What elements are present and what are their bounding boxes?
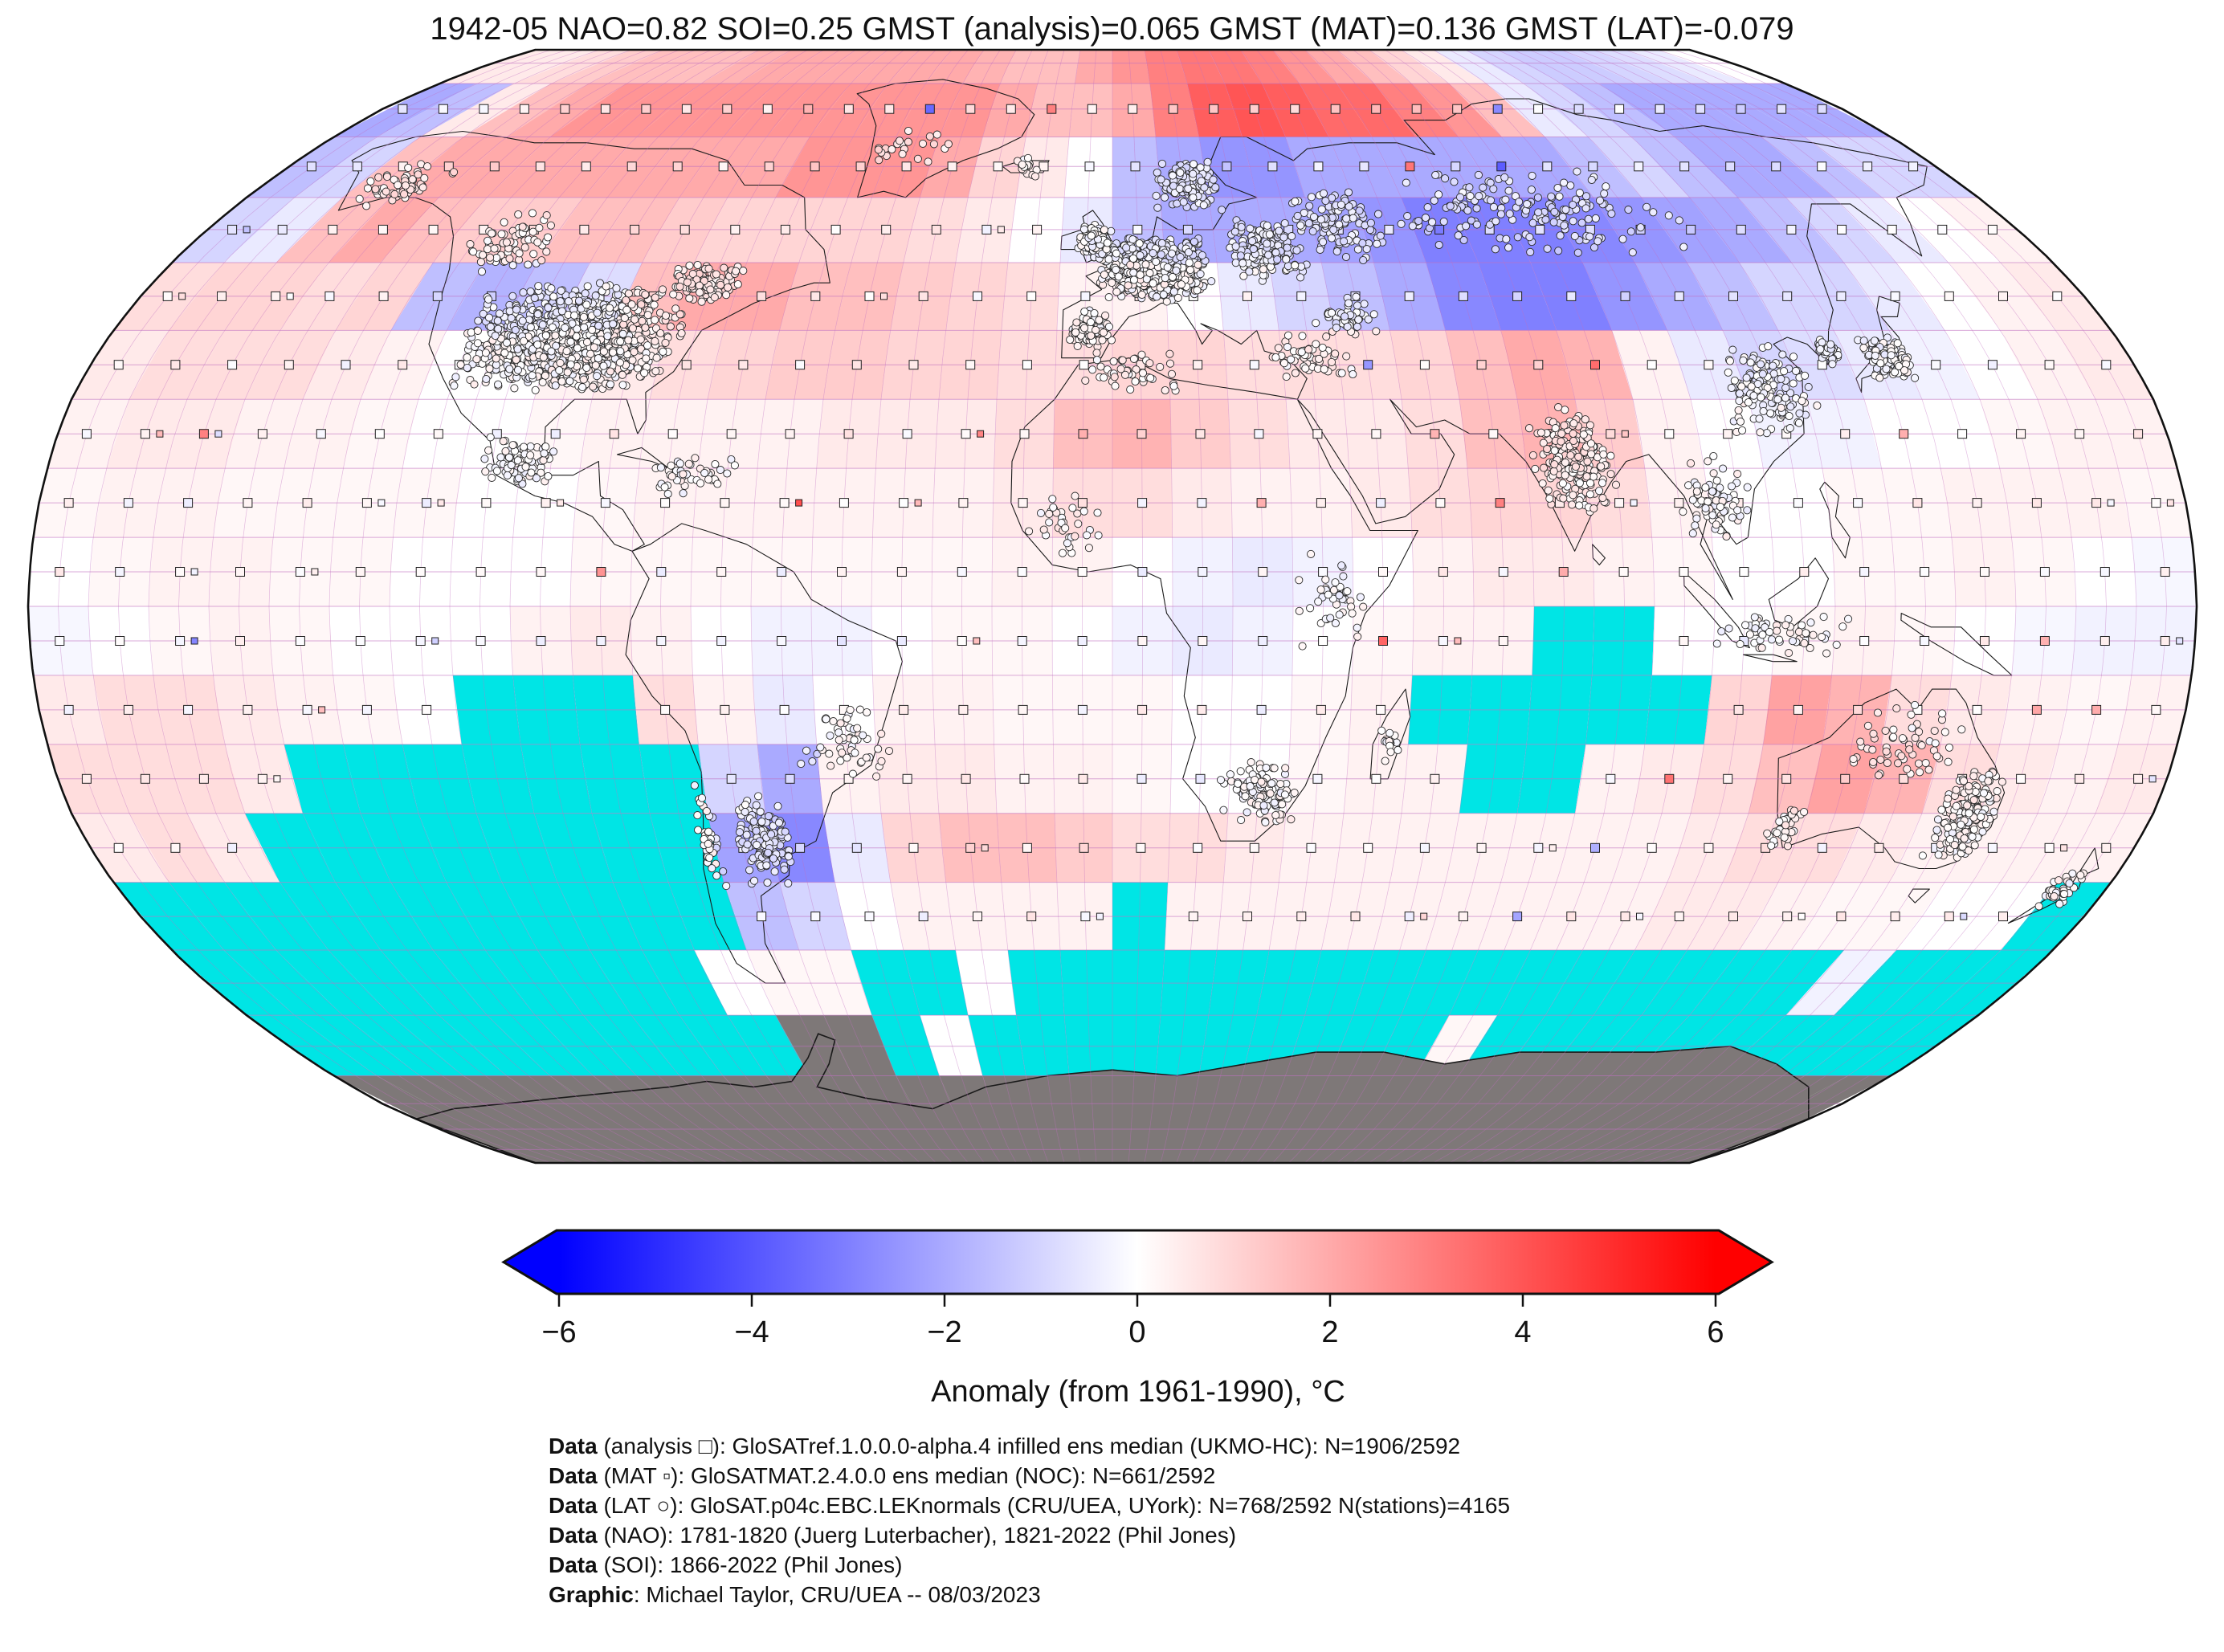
caption-text: (MAT ▫): GloSATMAT.2.4.0.0 ens median (N…	[597, 1463, 1216, 1488]
colorbar-tick-label: −6	[541, 1315, 576, 1349]
caption-prefix: Data	[549, 1493, 598, 1518]
colorbar-tick-label: −2	[927, 1315, 961, 1349]
station-circle-markers	[355, 126, 2088, 911]
caption-line-analysis: Data (analysis □): GloSATref.1.0.0.0-alp…	[549, 1431, 1510, 1461]
caption-line-lat: Data (LAT ○): GloSAT.p04c.EBC.LEKnormals…	[549, 1491, 1510, 1520]
caption-text: (LAT ○): GloSAT.p04c.EBC.LEKnormals (CRU…	[597, 1493, 1511, 1518]
caption-prefix: Data	[549, 1434, 598, 1458]
caption-line-nao: Data (NAO): 1781-1820 (Juerg Luterbacher…	[549, 1520, 1510, 1550]
colorbar-tick-label: 6	[1707, 1315, 1724, 1349]
caption-text: (analysis □): GloSATref.1.0.0.0-alpha.4 …	[597, 1434, 1461, 1458]
caption-line-soi: Data (SOI): 1866-2022 (Phil Jones)	[549, 1550, 1510, 1580]
caption-prefix: Graphic	[549, 1582, 634, 1607]
graticule	[28, 50, 2197, 1163]
colorbar-tick-label: −4	[734, 1315, 769, 1349]
caption-text: : Michael Taylor, CRU/UEA -- 08/03/2023	[633, 1582, 1041, 1607]
colorbar-label: Anomaly (from 1961-1990), °C	[931, 1375, 1345, 1409]
colorbar-tick-label: 2	[1321, 1315, 1338, 1349]
colorbar-tick-label: 0	[1128, 1315, 1145, 1349]
mat-square-markers	[156, 226, 2184, 920]
caption-text: (SOI): 1866-2022 (Phil Jones)	[597, 1552, 903, 1577]
caption-block: Data (analysis □): GloSATref.1.0.0.0-alp…	[549, 1431, 1510, 1609]
caption-prefix: Data	[549, 1463, 598, 1488]
colorbar-gradient-bar	[501, 1229, 1774, 1295]
caption-text: (NAO): 1781-1820 (Juerg Luterbacher), 18…	[597, 1523, 1237, 1548]
caption-line-mat: Data (MAT ▫): GloSATMAT.2.4.0.0 ens medi…	[549, 1461, 1510, 1491]
map-outline	[27, 48, 2198, 1165]
caption-line-graphic: Graphic: Michael Taylor, CRU/UEA -- 08/0…	[549, 1580, 1510, 1609]
caption-prefix: Data	[549, 1552, 598, 1577]
colorbar-tick-label: 4	[1514, 1315, 1531, 1349]
figure-title: 1942-05 NAO=0.82 SOI=0.25 GMST (analysis…	[430, 11, 1794, 47]
colorbar: −6 −4 −2 0 2 4 6	[501, 1229, 1774, 1349]
caption-prefix: Data	[549, 1523, 598, 1548]
